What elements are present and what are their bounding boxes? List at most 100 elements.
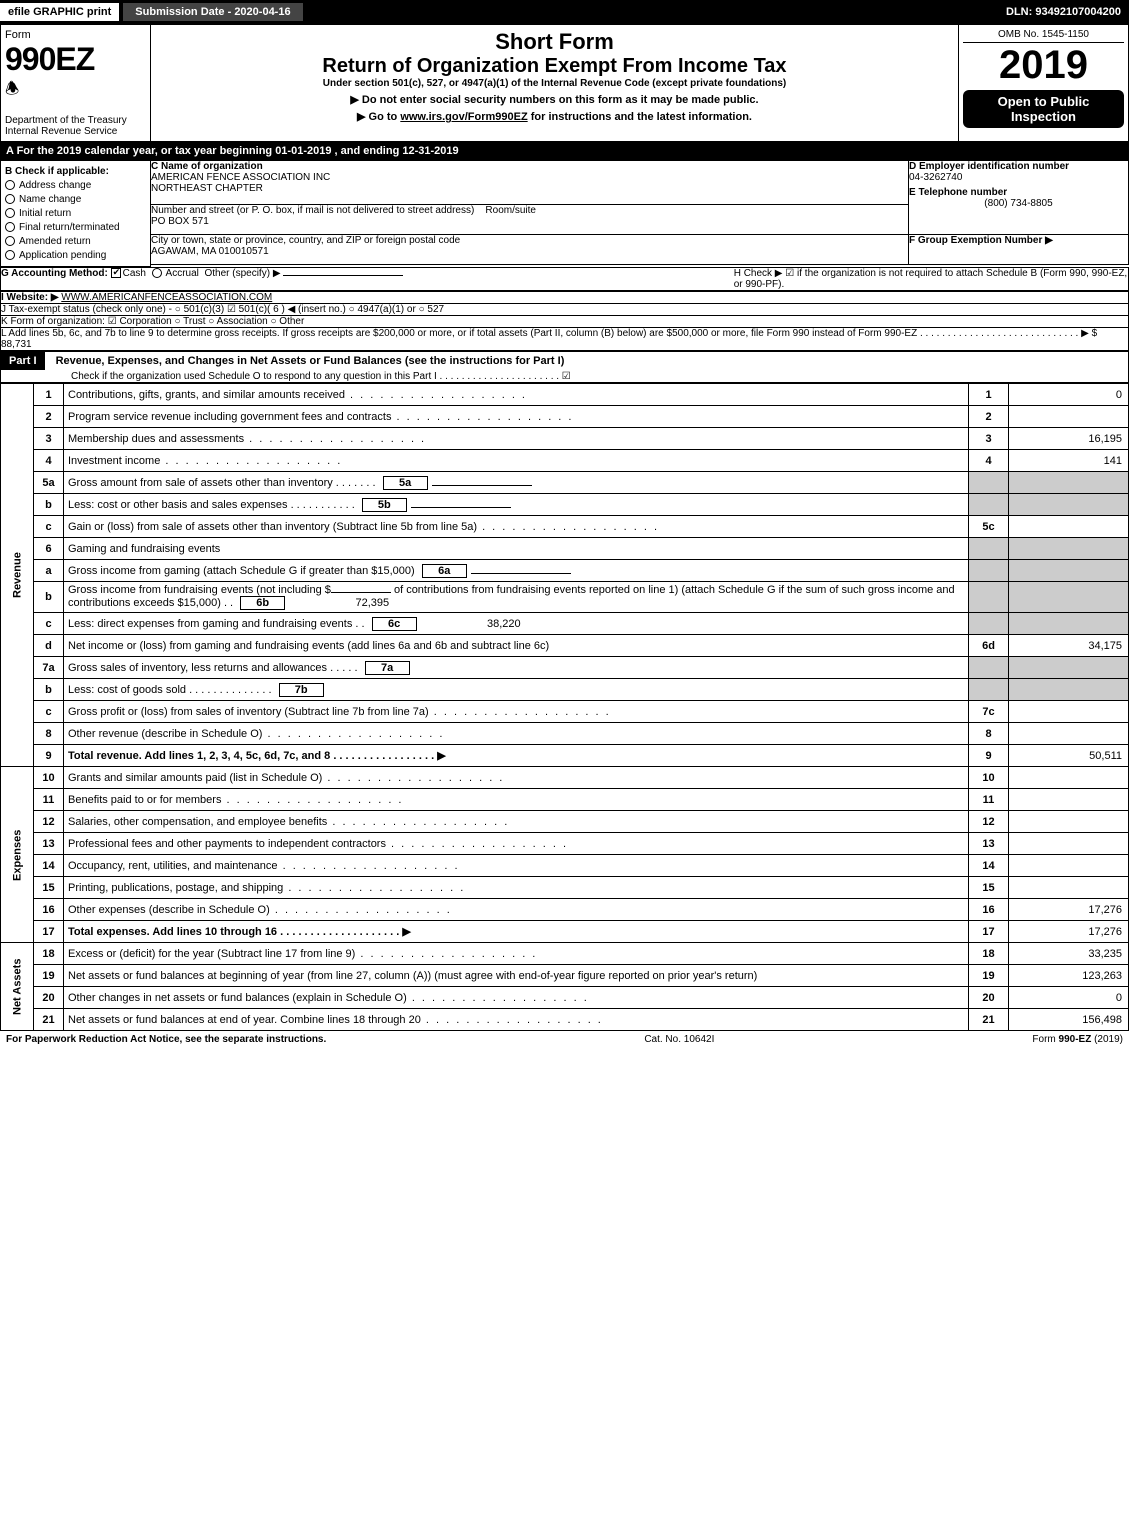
part1-label: Part I — [1, 352, 45, 370]
line-14-desc: Occupancy, rent, utilities, and maintena… — [64, 855, 969, 877]
footer-right: Form 990-EZ (2019) — [1032, 1034, 1123, 1045]
section-g: G Accounting Method: Cash Accrual Other … — [1, 268, 734, 291]
other-specify: Other (specify) ▶ — [204, 268, 280, 279]
line-1-desc: Contributions, gifts, grants, and simila… — [64, 384, 969, 406]
line-6d-val: 34,175 — [1009, 635, 1129, 657]
line-18-val: 33,235 — [1009, 943, 1129, 965]
cb-name-change[interactable]: Name change — [5, 194, 146, 205]
line-2-desc: Program service revenue including govern… — [64, 406, 969, 428]
line-5c-num: c — [34, 516, 64, 538]
website-link[interactable]: WWW.AMERICANFENCEASSOCIATION.COM — [61, 292, 272, 303]
g-h-block: G Accounting Method: Cash Accrual Other … — [0, 267, 1129, 291]
netassets-sidelabel: Net Assets — [1, 943, 34, 1031]
line-4-desc: Investment income — [64, 450, 969, 472]
line-7c-num: c — [34, 701, 64, 723]
lines-table: Revenue 1 Contributions, gifts, grants, … — [0, 383, 1129, 1031]
line-6c-num: c — [34, 613, 64, 635]
line-6c-desc: Less: direct expenses from gaming and fu… — [64, 613, 969, 635]
other-specify-input[interactable] — [283, 275, 403, 276]
line-2-num: 2 — [34, 406, 64, 428]
line-20-num: 20 — [34, 987, 64, 1009]
irs-link[interactable]: www.irs.gov/Form990EZ — [400, 111, 527, 123]
line-12-box: 12 — [969, 811, 1009, 833]
line-11-desc: Benefits paid to or for members — [64, 789, 969, 811]
line-8-num: 8 — [34, 723, 64, 745]
section-d-label: D Employer identification number — [909, 161, 1128, 172]
line-21-box: 21 — [969, 1009, 1009, 1031]
line-17-desc: Total expenses. Add lines 10 through 16 … — [64, 921, 969, 943]
line-1-num: 1 — [34, 384, 64, 406]
street-value: PO BOX 571 — [151, 216, 209, 227]
omb-number: OMB No. 1545-1150 — [963, 29, 1124, 43]
part1-title: Revenue, Expenses, and Changes in Net As… — [48, 355, 565, 367]
dln-label: DLN: 93492107004200 — [998, 3, 1129, 21]
sub-6c: 6c — [372, 617, 417, 631]
line-5b-num: b — [34, 494, 64, 516]
line-2-box: 2 — [969, 406, 1009, 428]
form-header: Form 990EZ 🕭 Department of the Treasury … — [0, 24, 1129, 142]
line-7a-num: 7a — [34, 657, 64, 679]
revenue-sidelabel: Revenue — [1, 384, 34, 767]
line-5a-desc: Gross amount from sale of assets other t… — [64, 472, 969, 494]
line-6a-desc: Gross income from gaming (attach Schedul… — [64, 560, 969, 582]
cb-amended-return[interactable]: Amended return — [5, 236, 146, 247]
section-c-label: C Name of organization — [151, 161, 263, 172]
form-number: 990EZ — [5, 41, 146, 78]
line-6b-desc: Gross income from fundraising events (no… — [64, 582, 969, 613]
line-11-val — [1009, 789, 1129, 811]
line-12-val — [1009, 811, 1129, 833]
section-k: K Form of organization: ☑ Corporation ○ … — [1, 316, 1129, 328]
section-d-e: D Employer identification number 04-3262… — [909, 161, 1129, 235]
line-8-box: 8 — [969, 723, 1009, 745]
line-13-val — [1009, 833, 1129, 855]
line-6a-num: a — [34, 560, 64, 582]
irs-label: Internal Revenue Service — [5, 126, 146, 137]
section-j: J Tax-exempt status (check only one) - ○… — [1, 304, 1129, 316]
cb-accrual[interactable] — [152, 268, 162, 278]
section-f-label: F Group Exemption Number ▶ — [909, 235, 1053, 246]
line-14-num: 14 — [34, 855, 64, 877]
line-3-val: 16,195 — [1009, 428, 1129, 450]
line-18-box: 18 — [969, 943, 1009, 965]
sub-6a: 6a — [422, 564, 467, 578]
expenses-sidelabel: Expenses — [1, 767, 34, 943]
line-18-desc: Excess or (deficit) for the year (Subtra… — [64, 943, 969, 965]
line-2-val — [1009, 406, 1129, 428]
line-1-box: 1 — [969, 384, 1009, 406]
line-19-num: 19 — [34, 965, 64, 987]
line-3-box: 3 — [969, 428, 1009, 450]
line-8-val — [1009, 723, 1129, 745]
cb-initial-return[interactable]: Initial return — [5, 208, 146, 219]
header-right-cell: OMB No. 1545-1150 2019 Open to Public In… — [959, 25, 1129, 142]
ssn-warning: ▶ Do not enter social security numbers o… — [155, 93, 954, 106]
line-13-box: 13 — [969, 833, 1009, 855]
line-4-val: 141 — [1009, 450, 1129, 472]
line-12-desc: Salaries, other compensation, and employ… — [64, 811, 969, 833]
sub-6b-val: 72,395 — [289, 597, 389, 609]
cb-address-change[interactable]: Address change — [5, 180, 146, 191]
header-left-cell: Form 990EZ 🕭 Department of the Treasury … — [1, 25, 151, 142]
submission-date: Submission Date - 2020-04-16 — [123, 3, 302, 21]
line-21-val: 156,498 — [1009, 1009, 1129, 1031]
section-c-name: C Name of organization AMERICAN FENCE AS… — [151, 161, 909, 205]
line-19-box: 19 — [969, 965, 1009, 987]
cb-cash[interactable] — [111, 268, 121, 278]
line-1-val: 0 — [1009, 384, 1129, 406]
section-a-bar: A For the 2019 calendar year, or tax yea… — [0, 142, 1129, 160]
line-19-val: 123,263 — [1009, 965, 1129, 987]
line-7c-box: 7c — [969, 701, 1009, 723]
line-17-box: 17 — [969, 921, 1009, 943]
part1-check-line: Check if the organization used Schedule … — [1, 371, 571, 382]
line-4-num: 4 — [34, 450, 64, 472]
part1-header: Part I Revenue, Expenses, and Changes in… — [0, 351, 1129, 383]
sub-6b: 6b — [240, 596, 285, 610]
line-15-num: 15 — [34, 877, 64, 899]
line-5c-val — [1009, 516, 1129, 538]
org-name-2: NORTHEAST CHAPTER — [151, 183, 263, 194]
section-l: L Add lines 5b, 6c, and 7b to line 9 to … — [1, 328, 1129, 351]
sub-7b: 7b — [279, 683, 324, 697]
org-name-1: AMERICAN FENCE ASSOCIATION INC — [151, 172, 330, 183]
cb-application-pending[interactable]: Application pending — [5, 250, 146, 261]
cb-final-return[interactable]: Final return/terminated — [5, 222, 146, 233]
efile-label[interactable]: efile GRAPHIC print — [0, 3, 119, 21]
